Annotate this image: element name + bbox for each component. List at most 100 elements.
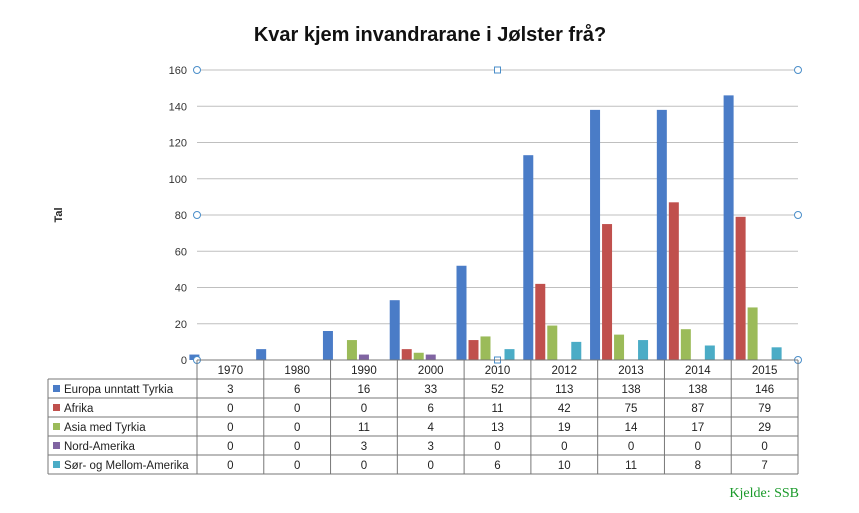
bar-europa-unntatt-tyrkia-2014 <box>656 109 667 360</box>
data-label-4-2000: 0 <box>428 460 434 472</box>
data-label-4-2012: 10 <box>558 460 571 472</box>
y-tick-label-120: 120 <box>169 138 187 150</box>
data-label-2-1980: 0 <box>294 422 300 434</box>
bar-asia-med-tyrkia-2013 <box>614 334 625 360</box>
bar-sør-og-mellom-amerika-2013 <box>638 340 649 360</box>
legend-key-1 <box>53 404 60 411</box>
data-label-2-1970: 0 <box>227 422 233 434</box>
bar-sør-og-mellom-amerika-2014 <box>704 345 715 360</box>
bar-asia-med-tyrkia-2012 <box>547 325 558 360</box>
data-label-2-1990: 11 <box>358 422 370 434</box>
legend-label-1: Afrika <box>64 403 94 415</box>
legend-label-3: Nord-Amerika <box>64 441 136 453</box>
data-label-1-2012: 42 <box>558 403 571 415</box>
bar-afrika-2014 <box>668 202 679 360</box>
data-label-3-1980: 0 <box>294 441 300 453</box>
category-label-2012: 2012 <box>551 365 577 377</box>
bar-afrika-2015 <box>735 216 746 360</box>
category-label-2000: 2000 <box>418 365 444 377</box>
data-label-3-2012: 0 <box>561 441 567 453</box>
data-label-1-1980: 0 <box>294 403 300 415</box>
category-label-2010: 2010 <box>485 365 511 377</box>
bar-asia-med-tyrkia-2010 <box>480 336 491 360</box>
data-label-3-1990: 3 <box>361 441 367 453</box>
data-label-3-2013: 0 <box>628 441 634 453</box>
bar-afrika-2010 <box>468 340 479 360</box>
data-label-3-2015: 0 <box>761 441 767 453</box>
y-tick-label-100: 100 <box>169 174 187 186</box>
y-tick-label-0: 0 <box>181 355 187 367</box>
bar-asia-med-tyrkia-2000 <box>413 352 424 360</box>
legend-key-4 <box>53 461 60 468</box>
legend-label-0: Europa unntatt Tyrkia <box>64 384 174 396</box>
y-tick-label-160: 160 <box>169 65 187 77</box>
category-label-2014: 2014 <box>685 365 711 377</box>
y-tick-label-140: 140 <box>169 101 187 113</box>
selection-handle <box>193 66 201 74</box>
data-label-2-2010: 13 <box>491 422 504 434</box>
data-label-4-1990: 0 <box>361 460 367 472</box>
data-label-1-2015: 79 <box>758 403 771 415</box>
bar-asia-med-tyrkia-1990 <box>346 340 357 360</box>
data-label-2-2014: 17 <box>691 422 704 434</box>
bar-europa-unntatt-tyrkia-2015 <box>723 95 734 360</box>
data-label-1-2000: 6 <box>428 403 434 415</box>
data-label-4-2014: 8 <box>695 460 701 472</box>
legend-label-4: Sør- og Mellom-Amerika <box>64 460 189 472</box>
source-note: Kjelde: SSB <box>729 486 799 501</box>
data-label-1-1970: 0 <box>227 403 233 415</box>
bar-sør-og-mellom-amerika-2015 <box>771 347 782 360</box>
category-label-2013: 2013 <box>618 365 644 377</box>
data-label-4-1970: 0 <box>227 460 233 472</box>
data-label-0-2015: 146 <box>755 384 774 396</box>
bar-nord-amerika-2000 <box>425 354 436 360</box>
data-label-0-1980: 6 <box>294 384 300 396</box>
data-label-4-2013: 11 <box>625 460 637 472</box>
bar-europa-unntatt-tyrkia-1990 <box>322 331 333 360</box>
data-label-0-2012: 113 <box>555 384 573 396</box>
data-label-2-2000: 4 <box>428 422 435 434</box>
y-tick-label-60: 60 <box>175 246 187 258</box>
data-label-2-2012: 19 <box>558 422 571 434</box>
selection-handle <box>193 211 201 219</box>
data-label-0-2010: 52 <box>491 384 504 396</box>
category-label-2015: 2015 <box>752 365 778 377</box>
category-label-1970: 1970 <box>218 365 244 377</box>
data-label-0-2000: 33 <box>424 384 437 396</box>
y-tick-label-20: 20 <box>175 319 187 331</box>
data-label-3-1970: 0 <box>227 441 233 453</box>
data-label-0-1970: 3 <box>227 384 233 396</box>
y-axis-label: Tal <box>53 207 65 222</box>
bar-asia-med-tyrkia-2015 <box>747 307 758 360</box>
data-label-4-2010: 6 <box>494 460 500 472</box>
data-label-4-1980: 0 <box>294 460 300 472</box>
legend-label-2: Asia med Tyrkia <box>64 422 146 434</box>
bar-afrika-2000 <box>401 349 412 360</box>
bar-europa-unntatt-tyrkia-2012 <box>523 155 534 360</box>
bar-afrika-2013 <box>602 224 613 360</box>
data-label-0-1990: 16 <box>358 384 371 396</box>
selection-handle <box>794 211 802 219</box>
legend-key-2 <box>53 423 60 430</box>
bar-europa-unntatt-tyrkia-2013 <box>590 109 601 360</box>
bar-europa-unntatt-tyrkia-2010 <box>456 265 467 360</box>
bar-europa-unntatt-tyrkia-2000 <box>389 300 400 360</box>
data-label-2-2013: 14 <box>625 422 638 434</box>
data-label-0-2014: 138 <box>688 384 707 396</box>
bar-europa-unntatt-tyrkia-1980 <box>256 349 267 360</box>
bar-sør-og-mellom-amerika-2012 <box>571 341 582 360</box>
y-tick-label-80: 80 <box>175 210 187 222</box>
category-label-1990: 1990 <box>351 365 377 377</box>
data-label-0-2013: 138 <box>621 384 640 396</box>
bar-asia-med-tyrkia-2014 <box>680 329 691 360</box>
data-label-3-2000: 3 <box>428 441 434 453</box>
data-label-1-2014: 87 <box>691 403 704 415</box>
legend-key-0 <box>53 385 60 392</box>
data-label-3-2014: 0 <box>695 441 701 453</box>
data-label-3-2010: 0 <box>494 441 500 453</box>
data-label-1-1990: 0 <box>361 403 367 415</box>
chart-title: Kvar kjem invandrarane i Jølster frå? <box>253 24 607 46</box>
data-label-4-2015: 7 <box>761 460 767 472</box>
bar-sør-og-mellom-amerika-2010 <box>504 349 515 360</box>
